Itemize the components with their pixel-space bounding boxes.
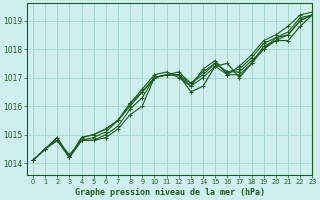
X-axis label: Graphe pression niveau de la mer (hPa): Graphe pression niveau de la mer (hPa) xyxy=(75,188,265,197)
